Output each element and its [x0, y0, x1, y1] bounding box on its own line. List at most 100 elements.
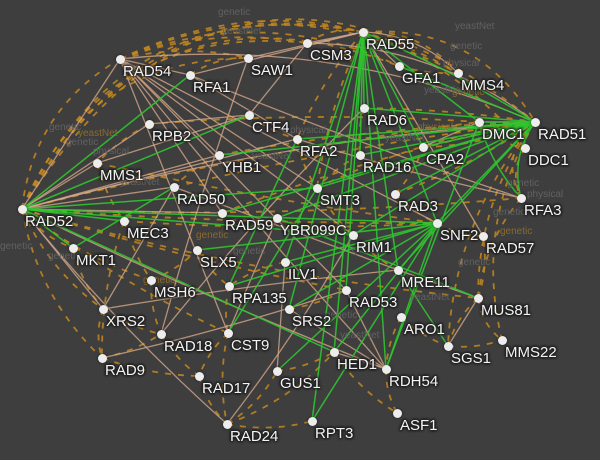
node-label-SNF2: SNF2 [440, 227, 479, 244]
edge-SGS1-MMS22-genetic [447, 339, 503, 348]
node-YBR099C[interactable] [272, 213, 282, 223]
edge-CST9-SMT3-yeastNet [227, 187, 318, 334]
node-RAD9[interactable] [97, 353, 107, 363]
edge-RAD54-RIM1-physical [119, 58, 354, 236]
edge-RAD52-MMS1-physical [21, 162, 98, 210]
node-SLX5[interactable] [192, 245, 202, 255]
node-RAD16[interactable] [355, 150, 365, 160]
edge-RAD55-ILV1-yeastNet [284, 31, 364, 263]
node-RAD17[interactable] [194, 371, 204, 381]
node-RAD53[interactable] [341, 285, 351, 295]
edge-RAD55-RAD51-genetic [362, 30, 536, 123]
node-RAD24[interactable] [222, 419, 232, 429]
node-ARO1[interactable] [396, 312, 406, 322]
node-MMS1[interactable] [92, 158, 102, 168]
edge-RAD55-RFA2-genetic [296, 31, 364, 140]
edge-MSH6-SLX5-genetic [150, 249, 198, 281]
node-label-RAD57: RAD57 [486, 240, 535, 257]
edge-RAD52-RPB2-physical [21, 123, 150, 210]
node-RIM1[interactable] [348, 230, 358, 240]
edge-RAD50-XRS2-physical [102, 186, 175, 310]
node-RFA1[interactable] [185, 70, 195, 80]
node-SRS2[interactable] [284, 304, 294, 314]
node-RAD54[interactable] [115, 54, 125, 64]
node-RDH54[interactable] [381, 364, 391, 374]
node-RAD55[interactable] [358, 27, 368, 37]
node-CTF4[interactable] [244, 110, 254, 120]
edge-RAD52-RFA1-yeastNet [21, 74, 191, 210]
node-label-DDC1: DDC1 [528, 152, 569, 169]
edge-RAD55-RAD16-yeastNet [359, 31, 364, 156]
edge-RFA3-MUS81-genetic [477, 197, 522, 299]
edge-MRE11-XRS2-physical [102, 269, 399, 310]
node-GFA1[interactable] [394, 61, 404, 71]
edge-CST9-RAD24-genetic [221, 332, 229, 425]
node-ASF1[interactable] [392, 408, 402, 418]
node-MMS22[interactable] [497, 335, 507, 345]
node-CST9[interactable] [223, 328, 233, 338]
node-label-MMS22: MMS22 [505, 344, 557, 361]
node-RAD57[interactable] [478, 231, 488, 241]
node-RAD59[interactable] [217, 208, 227, 218]
node-CPA2[interactable] [418, 142, 428, 152]
edge-RAD55-RFA1-physical [189, 31, 364, 76]
node-RPA135[interactable] [224, 281, 234, 291]
edge-CTF4-MMS1-physical [96, 114, 250, 164]
edge-RAD24-HED1-genetic [226, 351, 335, 425]
edge-RAD51-RFA3-yeastNet [517, 121, 536, 199]
edge-RAD51-GFA1-yeastNet [398, 65, 536, 123]
node-MSH6[interactable] [146, 275, 156, 285]
node-RAD52[interactable] [17, 204, 27, 214]
edge-RFA1-RFA2-physical [189, 74, 298, 140]
node-RPT3[interactable] [307, 416, 317, 426]
edge-RAD54-CSM3-genetic [119, 36, 308, 60]
node-label-RFA1: RFA1 [193, 79, 231, 96]
node-RAD50[interactable] [169, 182, 179, 192]
node-YHB1[interactable] [214, 150, 224, 160]
node-MKT1[interactable] [68, 243, 78, 253]
node-HED1[interactable] [329, 347, 339, 357]
edge-SRS2-RAD53-genetic [288, 289, 347, 310]
node-RAD3[interactable] [390, 189, 400, 199]
node-label-MKT1: MKT1 [76, 252, 117, 269]
node-RAD18[interactable] [156, 329, 166, 339]
node-SAW1[interactable] [243, 53, 253, 63]
node-label-CSM3: CSM3 [310, 47, 352, 64]
edge-RAD55-RDH54-yeastNet [362, 31, 387, 370]
node-RAD51[interactable] [530, 117, 540, 127]
node-label-ILV1: ILV1 [288, 266, 318, 283]
edge-YBR099C-CST9-physical [227, 217, 278, 334]
node-XRS2[interactable] [98, 304, 108, 314]
edge-RAD50-RAD51-genetic [173, 121, 536, 188]
node-MMS4[interactable] [453, 68, 463, 78]
node-DMC1[interactable] [474, 117, 484, 127]
node-RPB2[interactable] [144, 119, 154, 129]
node-label-CTF4: CTF4 [252, 119, 290, 136]
edge-DMC1-RDH54-yeastNet [385, 121, 480, 370]
node-SMT3[interactable] [312, 183, 322, 193]
node-label-RDH54: RDH54 [389, 373, 439, 390]
edge-RAD51-MUS81-genetic [477, 121, 536, 299]
node-label-RAD55: RAD55 [366, 36, 415, 53]
node-label-RPT3: RPT3 [315, 425, 354, 442]
node-MRE11[interactable] [393, 265, 403, 275]
node-label-MEC3: MEC3 [127, 225, 169, 242]
node-MEC3[interactable] [119, 216, 129, 226]
node-ILV1[interactable] [280, 257, 290, 267]
node-RAD6[interactable] [359, 103, 369, 113]
edge-SNF2-GUS1-yeastNet [276, 222, 438, 372]
edge-RAD54-SMT3-physical [119, 58, 318, 189]
node-SNF2[interactable] [432, 218, 442, 228]
edge-SNF2-RPA135-yeastNet [228, 222, 438, 287]
node-RFA2[interactable] [292, 134, 302, 144]
edge-RAD52-CSM3-genetic [21, 40, 308, 210]
node-RFA3[interactable] [516, 193, 526, 203]
node-DDC1[interactable] [520, 143, 530, 153]
node-label-RAD3: RAD3 [398, 198, 439, 215]
node-MUS81[interactable] [473, 293, 483, 303]
node-SGS1[interactable] [443, 341, 453, 351]
node-label-RAD6: RAD6 [367, 112, 408, 129]
node-GUS1[interactable] [272, 366, 282, 376]
node-CSM3[interactable] [302, 38, 312, 48]
